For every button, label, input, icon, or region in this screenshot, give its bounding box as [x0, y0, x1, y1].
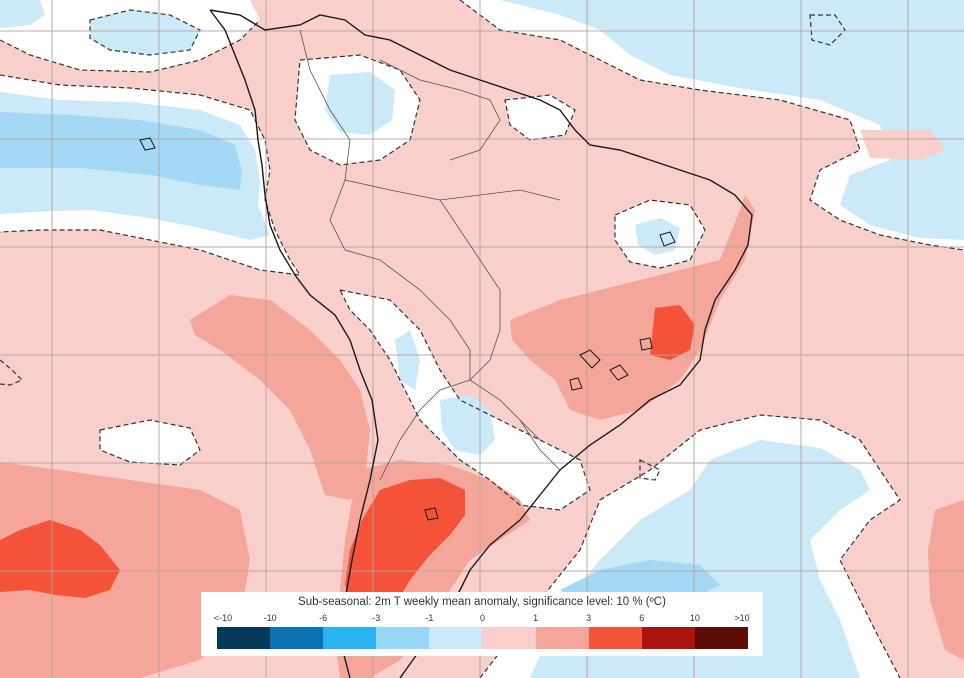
cold-region-atlantic-north-pink-band: [860, 130, 945, 160]
legend-tick-label: <-10: [213, 613, 233, 623]
legend-ticks: <-10 -10 -6 -3 -1 0 1 3 6 10 >10: [213, 613, 750, 625]
cold-region-atlantic-north-blue: [500, 0, 964, 240]
legend-swatch: [694, 627, 748, 649]
cold-region-pacific-darker: [0, 112, 242, 190]
coastline-south-america: [209, 9, 753, 678]
lakes-and-islands: [139, 137, 676, 521]
legend-color-bar: [217, 627, 748, 649]
country-borders: [299, 29, 561, 481]
cold-region-top-left-blob: [90, 10, 200, 55]
legend-tick-label: -3: [372, 613, 381, 623]
legend-swatch: [588, 627, 642, 649]
legend-tick-label: 0: [479, 613, 486, 623]
warm-region-brazil-southeast: [510, 195, 755, 420]
legend-swatch: [376, 627, 430, 649]
warm-region-south-pacific: [0, 462, 250, 678]
legend-swatch: [270, 627, 324, 649]
legend-swatch: [217, 627, 271, 649]
legend-tick-label: 3: [586, 613, 592, 623]
warm-region-pacific-tongue: [190, 295, 370, 500]
legend-tick-label: -6: [319, 613, 328, 623]
legend-title: Sub-seasonal: 2m T weekly mean anomaly, …: [298, 596, 666, 608]
legend-swatch: [482, 627, 536, 649]
legend-swatch: [429, 627, 483, 649]
cold-region-guiana-white: [505, 95, 575, 140]
legend: Sub-seasonal: 2m T weekly mean anomaly, …: [201, 592, 763, 656]
legend-swatch: [641, 627, 695, 649]
cold-region-pacific-lens: [100, 420, 200, 465]
legend-tick-label: -10: [263, 613, 277, 623]
legend-tick-label: 6: [639, 613, 645, 623]
cold-region-chaco-blue: [440, 395, 495, 455]
legend-swatch: [323, 627, 377, 649]
cold-region-amazon-blue: [325, 72, 395, 135]
legend-tick-label: >10: [734, 613, 750, 623]
legend-tick-label: -1: [425, 613, 434, 623]
legend-tick-label: 1: [533, 613, 539, 623]
cold-region-top-left-edge: [0, 0, 45, 28]
warm-region-minas-strong: [650, 305, 695, 360]
warm-region-east-edge-strong: [928, 500, 964, 660]
cold-region-northeast-blue: [635, 218, 680, 255]
warm-region-pacific-strong: [0, 520, 120, 598]
warm-region-argentina-strong: [345, 478, 465, 625]
cold-region-andes-blue: [395, 330, 420, 390]
legend-tick-label: 10: [689, 613, 700, 623]
legend-swatch: [535, 627, 589, 649]
